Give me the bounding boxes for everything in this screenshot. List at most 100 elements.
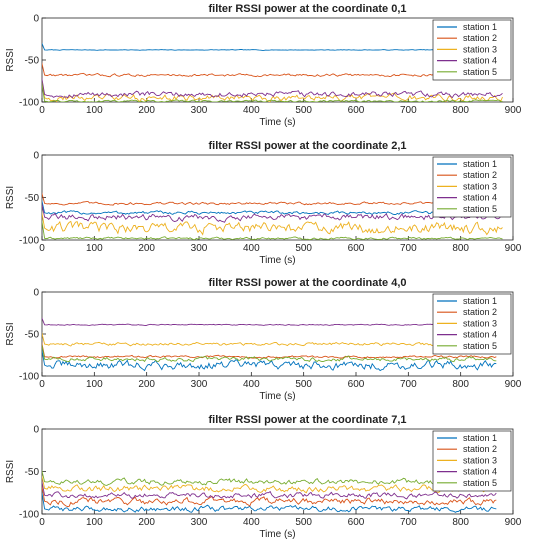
x-tick-label: 600 [348, 105, 365, 116]
x-tick-label: 200 [138, 379, 155, 390]
y-tick-label: 0 [33, 288, 39, 299]
x-axis-label: Time (s) [259, 391, 295, 402]
x-tick-label: 200 [138, 517, 155, 528]
chart-title: filter RSSI power at the coordinate 2,1 [208, 140, 406, 152]
x-tick-label: 700 [400, 379, 417, 390]
series-line-3 [42, 211, 503, 236]
x-axis-label: Time (s) [259, 117, 295, 128]
y-axis-label: RSSI [5, 460, 16, 483]
series-group [42, 469, 497, 513]
series-line-1 [42, 42, 503, 51]
x-tick-label: 100 [86, 379, 103, 390]
x-tick-label: 200 [138, 243, 155, 254]
legend-label: station 3 [463, 44, 497, 54]
series-line-5 [42, 218, 503, 240]
legend-label: station 2 [463, 444, 497, 454]
x-tick-label: 400 [243, 105, 260, 116]
y-tick-label: -100 [19, 98, 39, 109]
x-tick-label: 300 [191, 243, 208, 254]
legend-label: station 1 [463, 296, 497, 306]
x-tick-label: 400 [243, 379, 260, 390]
x-tick-label: 500 [295, 243, 312, 254]
x-tick-label: 900 [505, 243, 522, 254]
x-tick-label: 100 [86, 105, 103, 116]
legend-label: station 1 [463, 159, 497, 169]
series-line-4 [42, 202, 503, 223]
legend-label: station 4 [463, 56, 497, 66]
legend-label: station 5 [463, 67, 497, 77]
chart-1: filter RSSI power at the coordinate 0,1 0… [5, 3, 522, 128]
series-line-2 [42, 484, 497, 507]
x-tick-label: 300 [191, 379, 208, 390]
chart-2: filter RSSI power at the coordinate 2,1 0… [5, 140, 522, 266]
x-tick-label: 100 [86, 243, 103, 254]
x-tick-label: 800 [452, 379, 469, 390]
series-line-5 [42, 81, 503, 102]
series-line-1 [42, 490, 497, 513]
legend-label: station 5 [463, 204, 497, 214]
x-tick-label: 100 [86, 517, 103, 528]
x-tick-label: 0 [39, 517, 45, 528]
series-group [42, 192, 503, 240]
chart-4: filter RSSI power at the coordinate 7,1 0… [5, 414, 522, 540]
chart-title: filter RSSI power at the coordinate 0,1 [208, 3, 406, 15]
x-tick-label: 0 [39, 243, 45, 254]
x-tick-label: 500 [295, 517, 312, 528]
series-line-1 [42, 348, 497, 372]
series-line-1 [42, 199, 503, 216]
chart-title: filter RSSI power at the coordinate 4,0 [208, 277, 406, 289]
y-tick-label: 0 [33, 151, 39, 162]
x-tick-label: 300 [191, 517, 208, 528]
x-axis-label: Time (s) [259, 529, 295, 540]
series-line-3 [42, 331, 497, 347]
y-tick-label: -50 [25, 467, 40, 478]
legend-label: station 5 [463, 341, 497, 351]
legend-label: station 3 [463, 455, 497, 465]
chart-3: filter RSSI power at the coordinate 4,0 0… [5, 277, 522, 402]
x-tick-label: 600 [348, 243, 365, 254]
x-tick-label: 900 [505, 517, 522, 528]
series-line-2 [42, 192, 503, 206]
x-tick-label: 600 [348, 379, 365, 390]
x-tick-label: 700 [400, 517, 417, 528]
legend-label: station 2 [463, 33, 497, 43]
y-tick-label: -50 [25, 56, 40, 67]
x-tick-label: 600 [348, 517, 365, 528]
legend-box [432, 156, 512, 218]
y-tick-label: -100 [19, 372, 39, 383]
x-tick-label: 300 [191, 105, 208, 116]
y-axis-label: RSSI [5, 48, 16, 71]
x-tick-label: 400 [243, 243, 260, 254]
x-tick-label: 0 [39, 105, 45, 116]
y-axis-label: RSSI [5, 322, 16, 345]
x-tick-label: 500 [295, 105, 312, 116]
legend-label: station 3 [463, 318, 497, 328]
y-tick-label: 0 [33, 425, 39, 436]
x-tick-label: 0 [39, 379, 45, 390]
y-tick-label: -50 [25, 330, 40, 341]
y-tick-label: -50 [25, 193, 40, 204]
legend-label: station 2 [463, 170, 497, 180]
legend-label: station 5 [463, 478, 497, 488]
y-tick-label: -100 [19, 510, 39, 521]
series-group [42, 317, 497, 372]
x-tick-label: 800 [452, 105, 469, 116]
series-line-5 [42, 469, 497, 486]
x-tick-label: 400 [243, 517, 260, 528]
x-tick-label: 800 [452, 243, 469, 254]
chart-title: filter RSSI power at the coordinate 7,1 [208, 414, 406, 426]
series-group [42, 42, 503, 102]
legend-label: station 4 [463, 330, 497, 340]
legend-label: station 4 [463, 193, 497, 203]
y-axis-label: RSSI [5, 186, 16, 209]
x-tick-label: 900 [505, 105, 522, 116]
legend-label: station 2 [463, 307, 497, 317]
legend-label: station 1 [463, 433, 497, 443]
series-line-4 [42, 317, 497, 326]
legend-label: station 1 [463, 22, 497, 32]
legend-label: station 3 [463, 181, 497, 191]
